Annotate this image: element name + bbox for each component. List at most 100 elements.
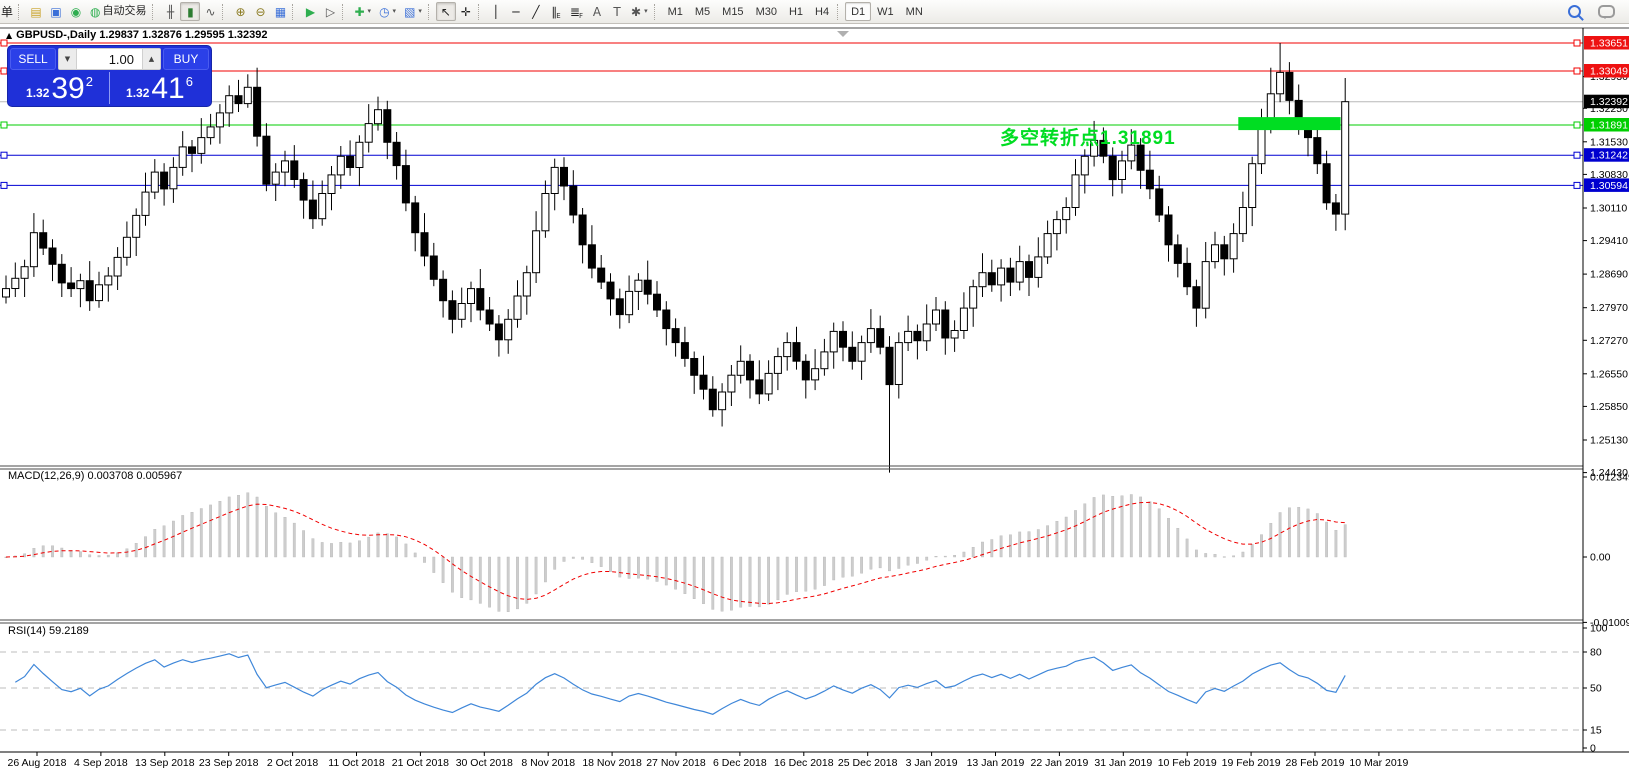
line-handle[interactable] xyxy=(0,181,8,189)
horizontal-line-button[interactable]: ─ xyxy=(506,2,526,21)
buy-button[interactable]: BUY xyxy=(163,48,209,70)
price-tick-label: 1.30830 xyxy=(1590,169,1628,181)
time-axis-label: 27 Nov 2018 xyxy=(646,757,706,769)
macd-histogram-bar xyxy=(265,506,268,558)
toolbar: 单 ▤ ▣ ◉ ◍ 自动交易 ╫ ▮ ∿ ⊕ ⊖ ▦ ▶ ▷ ✚ ▾ ◷ ▾ ▧ ▾ ↖ ✛ │ ─ ╱ ∥ E ≣ F A T ✱ ▾ M1 M… xyxy=(0,0,1629,24)
zoom-in-button[interactable]: ⊕ xyxy=(230,2,250,21)
volume-increase-button[interactable]: ▲ xyxy=(142,49,160,69)
candlestick-chart-button[interactable]: ▮ xyxy=(180,2,201,21)
macd-histogram-bar xyxy=(1101,494,1105,558)
timeframe-m15-button[interactable]: M15 xyxy=(716,2,749,21)
fibonacci-button[interactable]: ≣ F xyxy=(566,2,587,21)
bar-chart-button[interactable]: ╫ xyxy=(160,2,180,21)
arrows-button[interactable]: ✱ ▾ xyxy=(627,2,652,21)
vertical-line-button[interactable]: │ xyxy=(486,2,506,21)
macd-histogram-bar xyxy=(674,556,678,590)
chevron-down-icon: ▾ xyxy=(418,7,422,15)
signals-icon: ◉ xyxy=(70,4,82,19)
bull-candle xyxy=(857,342,866,362)
chart-annotation[interactable]: 多空转折点1.31891 xyxy=(1000,128,1176,149)
timeframe-m1-button[interactable]: M1 xyxy=(662,2,689,21)
trendline-button[interactable]: ╱ xyxy=(526,2,546,21)
bear-candle xyxy=(1322,163,1331,204)
macd-histogram-bar xyxy=(1185,538,1189,558)
line-handle[interactable] xyxy=(0,39,8,47)
macd-histogram-bar xyxy=(1194,549,1198,558)
bull-candle xyxy=(866,328,875,344)
search-button[interactable] xyxy=(1564,2,1585,21)
timeframe-h1-button[interactable]: H1 xyxy=(783,2,809,21)
toolbar-separator xyxy=(18,3,22,20)
bull-candle xyxy=(467,288,475,305)
macd-histogram-bar xyxy=(209,504,212,558)
bear-candle xyxy=(1313,137,1322,165)
macd-histogram-bar xyxy=(785,556,789,595)
timeframe-m30-button[interactable]: M30 xyxy=(750,2,783,21)
line-handle[interactable] xyxy=(1573,121,1581,129)
chart-shift-icon: ▷ xyxy=(325,4,336,19)
bull-candle xyxy=(1080,155,1089,176)
indicators-button[interactable]: ✚ ▾ xyxy=(350,2,375,21)
market-watch-button[interactable]: ▣ xyxy=(46,2,66,21)
bear-candle xyxy=(392,141,401,167)
buy-price-display[interactable]: 1.32 41 6 xyxy=(109,72,209,104)
macd-histogram-bar xyxy=(702,556,705,604)
label-button[interactable]: T xyxy=(607,2,627,21)
volume-decrease-button[interactable]: ▼ xyxy=(59,49,77,69)
macd-histogram-bar xyxy=(971,547,975,558)
bear-candle xyxy=(485,309,494,325)
price-level-badge-text: 1.30594 xyxy=(1590,180,1628,192)
periods-button[interactable]: ◷ ▾ xyxy=(375,2,400,21)
bull-candle xyxy=(820,351,829,370)
price-tick-label: 1.26550 xyxy=(1590,368,1628,380)
line-handle[interactable] xyxy=(0,67,8,75)
macd-histogram-bar xyxy=(69,550,73,558)
autotrading-button[interactable]: ◍ 自动交易 xyxy=(86,2,150,21)
price-level-badge-text: 1.31242 xyxy=(1590,150,1628,162)
timeframe-d1-button[interactable]: D1 xyxy=(845,2,872,21)
timeframe-w1-button[interactable]: W1 xyxy=(871,2,900,21)
templates-button[interactable]: ▧ ▾ xyxy=(400,2,426,21)
line-handle[interactable] xyxy=(1573,151,1581,159)
line-handle[interactable] xyxy=(1573,181,1581,189)
crosshair-button[interactable]: ✛ xyxy=(456,2,476,21)
highlight-rectangle[interactable] xyxy=(1238,117,1341,131)
price-tick-label: 1.24430 xyxy=(1590,467,1628,479)
zoom-out-button[interactable]: ⊖ xyxy=(250,2,270,21)
line-handle[interactable] xyxy=(0,151,8,159)
timeframe-mn-button[interactable]: MN xyxy=(900,2,929,21)
profiles-button[interactable]: ▤ xyxy=(26,2,46,21)
signals-button[interactable]: ◉ xyxy=(66,2,86,21)
timeframe-m5-button[interactable]: M5 xyxy=(689,2,716,21)
chart-scroll-marker[interactable] xyxy=(837,31,849,37)
bear-candle xyxy=(801,360,810,381)
bull-candle xyxy=(1015,261,1024,283)
chat-button[interactable] xyxy=(1594,2,1619,21)
sell-price-display[interactable]: 1.32 39 2 xyxy=(10,72,109,104)
bull-candle xyxy=(271,171,280,185)
chart-shift-button[interactable]: ▷ xyxy=(320,2,340,21)
chart-background xyxy=(0,23,1629,774)
macd-histogram-bar xyxy=(776,556,780,601)
equidistant-channel-button[interactable]: ∥ E xyxy=(546,2,566,21)
line-handle[interactable] xyxy=(1573,39,1581,47)
collapse-arrow-icon[interactable]: ▲ xyxy=(6,31,13,40)
line-handle[interactable] xyxy=(0,121,8,129)
line-handle[interactable] xyxy=(1573,67,1581,75)
auto-scroll-button[interactable]: ▶ xyxy=(300,2,320,21)
sell-button[interactable]: SELL xyxy=(10,48,56,70)
bull-candle xyxy=(225,95,234,114)
rsi-axis-label: 15 xyxy=(1590,725,1602,737)
macd-histogram-bar xyxy=(869,556,873,570)
line-chart-button[interactable]: ∿ xyxy=(200,2,220,21)
timeframe-h4-button[interactable]: H4 xyxy=(809,2,835,21)
new-order-button[interactable]: 单 xyxy=(1,5,14,19)
macd-histogram-bar xyxy=(116,552,120,558)
macd-histogram-bar xyxy=(1064,516,1068,558)
volume-input[interactable] xyxy=(77,49,142,69)
tile-windows-button[interactable]: ▦ xyxy=(270,2,290,21)
text-button[interactable]: A xyxy=(587,2,607,21)
cursor-button[interactable]: ↖ xyxy=(435,2,456,21)
horizontal-line-icon: ─ xyxy=(512,4,520,19)
